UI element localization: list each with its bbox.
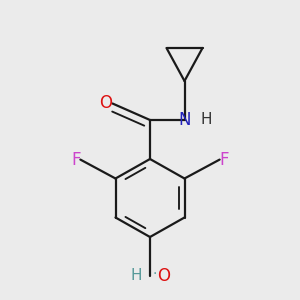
Text: ·: · [152, 268, 157, 281]
Text: F: F [220, 151, 229, 169]
Text: O: O [100, 94, 112, 112]
Text: N: N [178, 111, 191, 129]
Text: H: H [131, 268, 142, 284]
Text: H: H [201, 112, 212, 128]
Text: O: O [158, 267, 170, 285]
Text: F: F [71, 151, 80, 169]
